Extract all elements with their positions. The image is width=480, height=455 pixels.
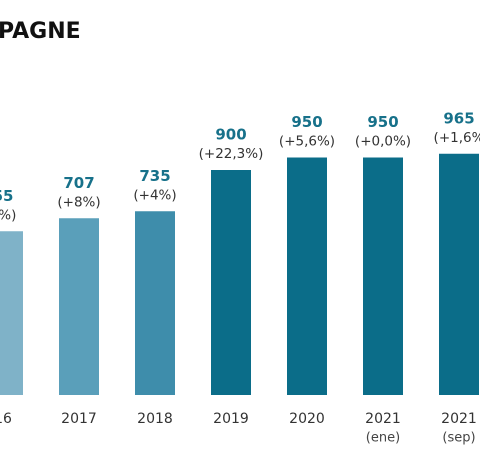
value-label: 965 [443,109,474,127]
bar [287,157,327,395]
change-label: (+1,6% [434,130,480,146]
value-label: 950 [367,113,398,131]
value-label: 900 [215,126,246,144]
bar [363,157,403,395]
x-tick-label: 2017 [61,411,97,427]
bar [211,170,251,395]
value-label: 707 [63,174,94,192]
x-tick-sublabel: (sep) [442,431,475,446]
change-label: (+5,6%) [279,134,335,150]
x-tick-label: 2021 [441,411,477,427]
x-tick-label: 2021 [365,411,401,427]
x-tick-label: 2018 [137,411,173,427]
bar [135,211,175,395]
change-label: (+8%) [57,194,100,210]
value-label: 55 [0,187,13,205]
x-tick-label: 2020 [289,411,325,427]
bar [59,218,99,395]
x-tick-sublabel: (ene) [366,431,400,446]
change-label: (+22,3%) [199,146,264,162]
change-label: (+4%) [133,187,176,203]
bar [0,231,23,395]
x-tick-label: 16 [0,411,12,427]
change-label: 1%) [0,207,16,223]
change-label: (+0,0%) [355,134,411,150]
chart-title: PAGNE [0,19,81,44]
value-label: 735 [139,167,170,185]
x-tick-label: 2019 [213,411,249,427]
bar [439,153,479,395]
value-label: 950 [291,113,322,131]
